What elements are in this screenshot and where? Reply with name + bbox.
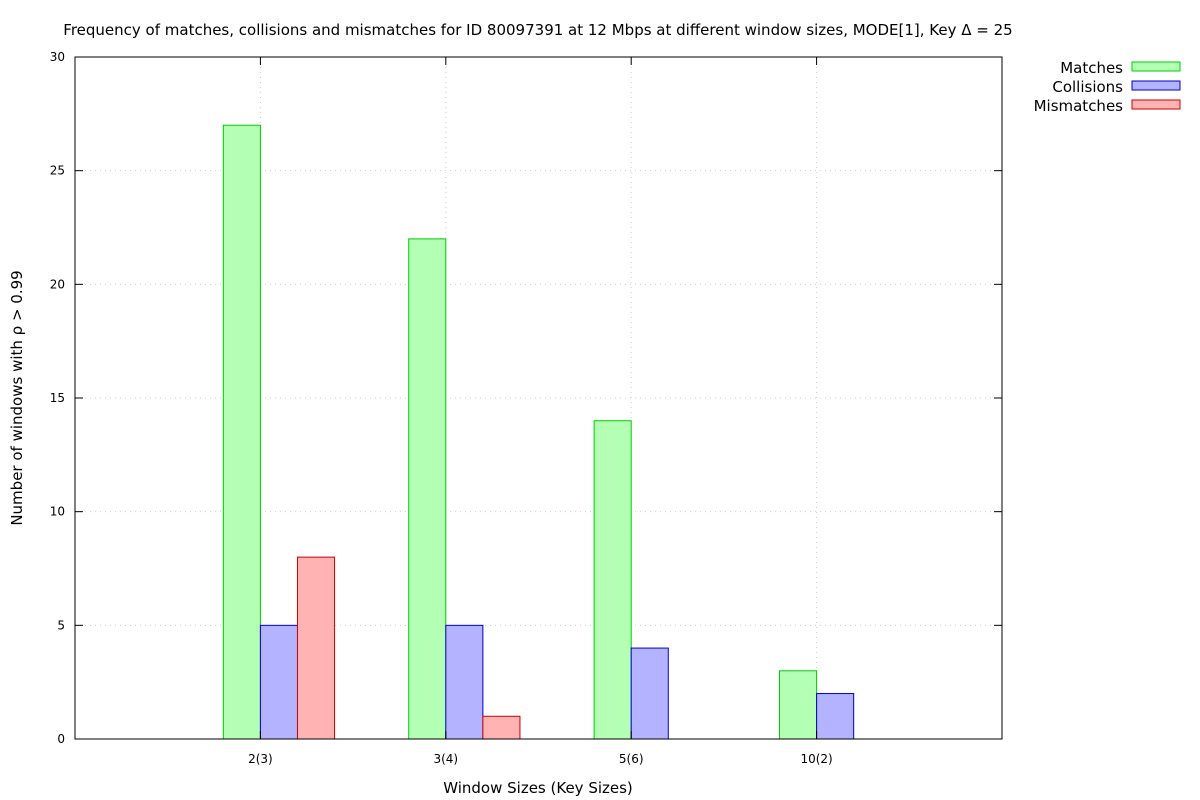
bar-matches	[779, 670, 818, 740]
bar-collisions	[630, 647, 669, 740]
x-tick-label: 5(6)	[619, 752, 644, 766]
bars	[222, 124, 855, 740]
x-axis-label: Window Sizes (Key Sizes)	[443, 779, 633, 797]
x-tick-label: 10(2)	[800, 752, 832, 766]
legend-label: Matches	[1060, 59, 1123, 77]
bar-mismatches	[296, 556, 336, 740]
bar-matches	[222, 124, 261, 740]
y-axis-label: Number of windows with ρ > 0.99	[8, 270, 26, 525]
legend-swatch	[1131, 80, 1181, 91]
y-tick-label: 20	[50, 277, 65, 291]
grid	[75, 57, 1002, 739]
y-tick-label: 15	[50, 391, 65, 405]
ticks: 0 5 10 15 20 25 30 2(3) 3(4) 5(6) 10(2)	[50, 50, 1002, 766]
bar-matches	[408, 238, 447, 740]
bar-collisions	[445, 624, 484, 740]
y-tick-label: 0	[57, 732, 65, 746]
bar-mismatches	[482, 715, 521, 740]
y-tick-label: 10	[50, 505, 65, 519]
legend-label: Collisions	[1052, 78, 1123, 96]
y-tick-label: 5	[57, 618, 65, 632]
legend-swatch	[1131, 99, 1181, 110]
legend-label: Mismatches	[1034, 97, 1124, 115]
y-tick-label: 25	[50, 164, 65, 178]
legend-swatch	[1131, 61, 1181, 72]
bar-collisions	[816, 693, 855, 740]
x-tick-label: 2(3)	[248, 752, 273, 766]
plot-frame	[74, 56, 1003, 740]
y-tick-label: 30	[50, 50, 65, 64]
x-tick-label: 3(4)	[433, 752, 458, 766]
bar-matches	[593, 420, 632, 740]
chart-title: Frequency of matches, collisions and mis…	[63, 21, 1012, 39]
bar-collisions	[259, 624, 298, 740]
